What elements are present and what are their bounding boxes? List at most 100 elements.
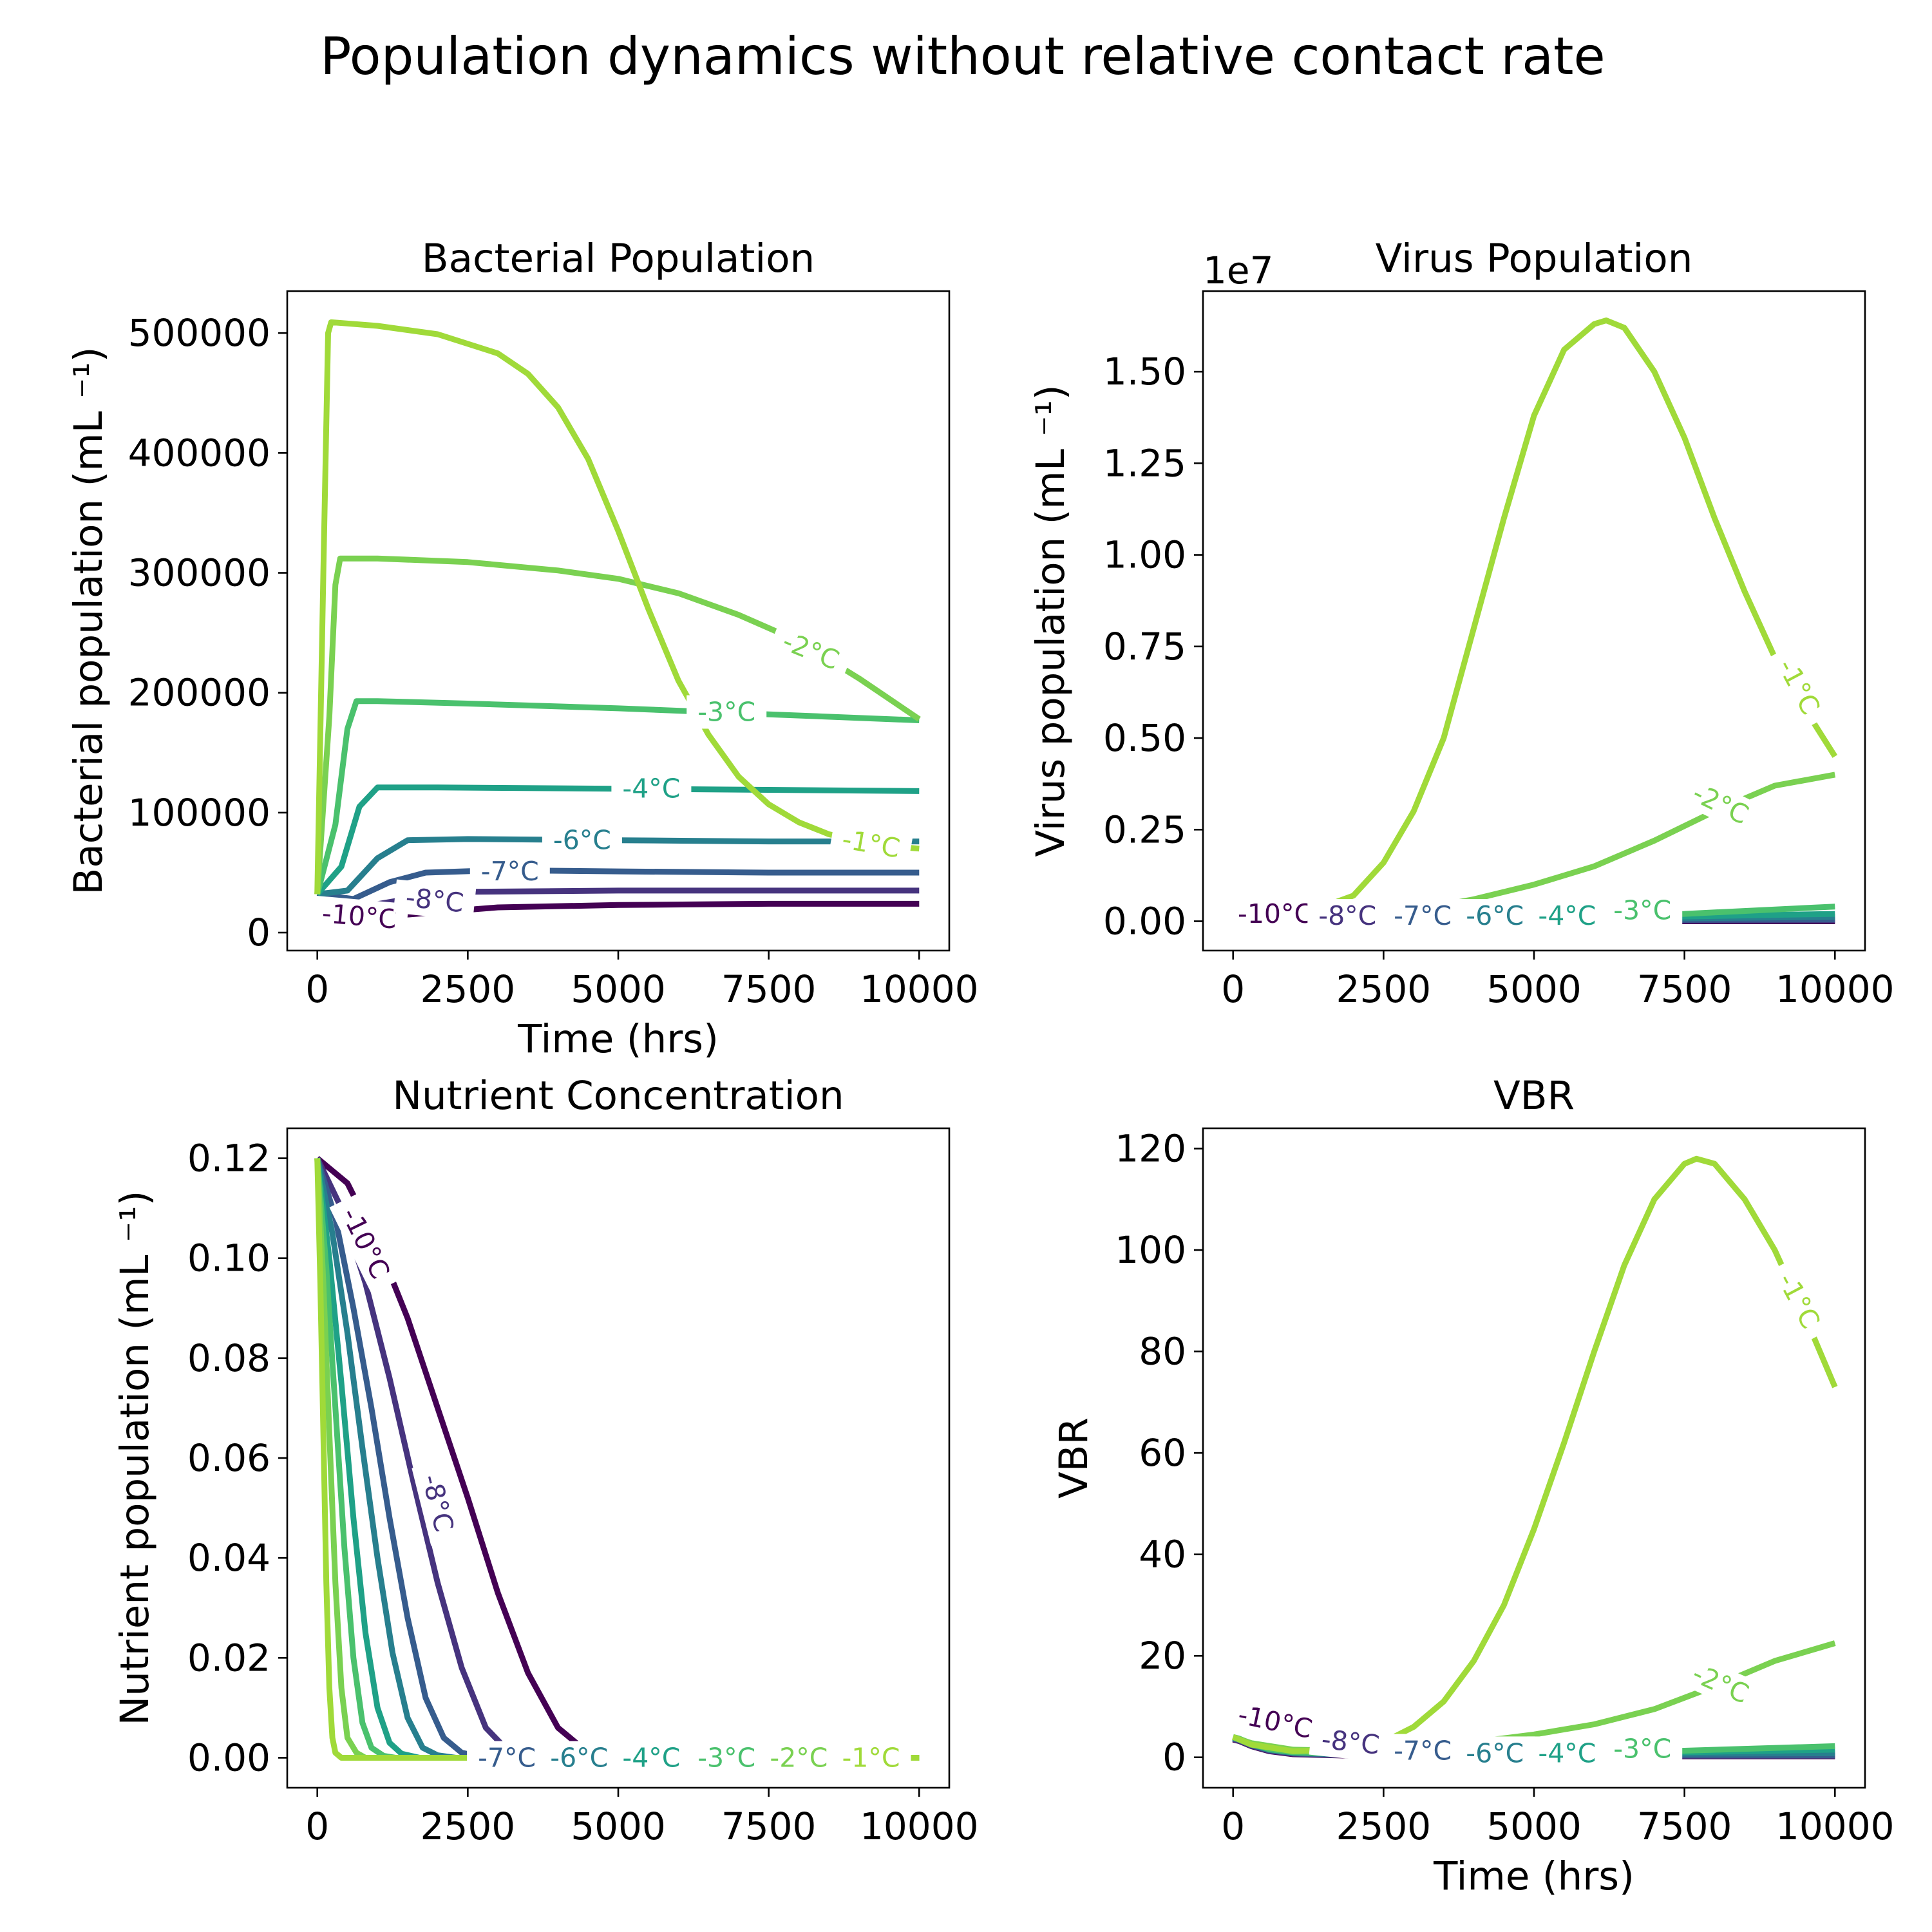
nutrient-ytick-label: 0.02 bbox=[187, 1636, 270, 1680]
bacteria-line--1c bbox=[314, 319, 920, 895]
virus-ytick-label: 0.75 bbox=[1103, 625, 1186, 668]
vbr-ytick-label: 100 bbox=[1115, 1228, 1186, 1272]
bacteria-series-label: -3°C bbox=[687, 695, 767, 729]
virus-series-label-text: -6°C bbox=[1466, 900, 1524, 931]
bacteria-series-label: -6°C bbox=[542, 823, 622, 857]
nutrient-series-label: -6°C bbox=[539, 1741, 620, 1775]
nutrient-ytick-label: 0.06 bbox=[187, 1436, 270, 1480]
nutrient-series-label-text: -7°C bbox=[478, 1743, 536, 1774]
nutrient-series-label-text: -2°C bbox=[770, 1743, 828, 1774]
nutrient-xtick-label: 5000 bbox=[571, 1804, 666, 1848]
vbr-ytick-label: 120 bbox=[1115, 1127, 1186, 1171]
vbr-xtick-label: 7500 bbox=[1637, 1804, 1732, 1848]
vbr-xlabel: Time (hrs) bbox=[1433, 1853, 1634, 1899]
virus-series-label: -3°C bbox=[1602, 893, 1683, 927]
virus-series-label-text: -8°C bbox=[1318, 900, 1376, 931]
bacteria-series-label: -4°C bbox=[611, 772, 692, 806]
virus-xtick-label: 5000 bbox=[1486, 967, 1582, 1011]
bacteria-xtick-label: 7500 bbox=[721, 967, 817, 1011]
vbr-xtick-label: 10000 bbox=[1776, 1804, 1895, 1848]
bacteria-line--4c bbox=[315, 784, 920, 896]
bacteria-title: Bacterial Population bbox=[422, 236, 815, 281]
vbr-ylabel: VBR bbox=[1051, 1417, 1097, 1499]
bacteria-xtick-label: 2500 bbox=[421, 967, 516, 1011]
vbr-ytick-label: 20 bbox=[1139, 1634, 1186, 1678]
vbr-xtick-label: 0 bbox=[1221, 1804, 1245, 1848]
nutrient-series-label: -4°C bbox=[611, 1741, 692, 1775]
vbr-series-label: -4°C bbox=[1527, 1736, 1607, 1770]
nutrient-xtick-label: 7500 bbox=[721, 1804, 817, 1848]
bacteria-xtick-label: 0 bbox=[305, 967, 329, 1011]
virus-ytick-label: 1.00 bbox=[1103, 533, 1186, 577]
virus-ytick-label: 0.00 bbox=[1103, 899, 1186, 943]
nutrient-title: Nutrient Concentration bbox=[392, 1073, 844, 1119]
virus-ytick-label: 1.25 bbox=[1103, 441, 1186, 485]
bacteria-ytick-label: 200000 bbox=[128, 671, 270, 715]
bacteria-series-label: -8°C bbox=[393, 879, 477, 922]
bacteria-xlabel: Time (hrs) bbox=[517, 1016, 719, 1062]
bacteria-series-label: -7°C bbox=[469, 855, 550, 889]
virus-xtick-label: 10000 bbox=[1776, 967, 1895, 1011]
vbr-series-label-text: -7°C bbox=[1394, 1736, 1452, 1766]
vbr-ytick-label: 0 bbox=[1162, 1736, 1186, 1779]
nutrient-xtick-label: 2500 bbox=[421, 1804, 516, 1848]
virus-series-label: -8°C bbox=[1307, 899, 1388, 933]
figure-title: Population dynamics without relative con… bbox=[320, 26, 1605, 86]
nutrient-xtick-label: 0 bbox=[305, 1804, 329, 1848]
subplot-bacteria: -10°C -8°C-7°C-6°C-4°C-3°C-2°C-1°C0 2500 50… bbox=[66, 236, 979, 1062]
nutrient-xtick-label: 10000 bbox=[860, 1804, 979, 1848]
nutrient-line--1c bbox=[314, 1158, 920, 1761]
bacteria-series-label-text: -10°C bbox=[321, 898, 398, 935]
virus-offset-text: 1e7 bbox=[1203, 249, 1274, 292]
virus-series-label: -4°C bbox=[1527, 899, 1607, 933]
virus-xtick-label: 7500 bbox=[1637, 967, 1732, 1011]
virus-xtick-label: 2500 bbox=[1336, 967, 1432, 1011]
vbr-series-label-text: -4°C bbox=[1538, 1738, 1596, 1768]
virus-ylabel: Virus population (mL ⁻¹) bbox=[1028, 384, 1074, 857]
bacteria-series-label: -10°C bbox=[310, 895, 409, 938]
virus-series-label: -10°C bbox=[1227, 897, 1323, 931]
nutrient-ylabel: Nutrient population (mL ⁻¹) bbox=[112, 1191, 158, 1726]
subplots: -10°C -8°C-7°C-6°C-4°C-3°C-2°C-1°C0 2500 50… bbox=[66, 236, 1895, 1899]
bacteria-ytick-label: 300000 bbox=[128, 551, 270, 595]
vbr-series-label: -7°C bbox=[1383, 1734, 1463, 1768]
nutrient-ytick-label: 0.12 bbox=[187, 1137, 270, 1180]
nutrient-series-label: -1°C bbox=[831, 1741, 911, 1775]
bacteria-line--6c bbox=[317, 836, 920, 897]
nutrient-ytick-label: 0.00 bbox=[187, 1736, 270, 1779]
bacteria-xtick-label: 10000 bbox=[860, 967, 979, 1011]
virus-series-label-text: -4°C bbox=[1538, 900, 1596, 931]
nutrient-series-label-text: -6°C bbox=[550, 1743, 608, 1774]
vbr-series-label-text: -8°C bbox=[1320, 1724, 1381, 1761]
vbr-xtick-label: 2500 bbox=[1336, 1804, 1432, 1848]
virus-series-label-text: -3°C bbox=[1613, 895, 1671, 925]
bacteria-series-label-text: -7°C bbox=[481, 856, 539, 887]
vbr-title: VBR bbox=[1493, 1073, 1575, 1119]
nutrient-series-label: -7°C bbox=[467, 1741, 547, 1775]
vbr-series-label: -3°C bbox=[1602, 1732, 1683, 1766]
virus-series-label: -6°C bbox=[1455, 899, 1535, 933]
virus-series-label-text: -10°C bbox=[1238, 898, 1312, 929]
vbr-ytick-label: 80 bbox=[1139, 1330, 1186, 1374]
vbr-series-label-text: -3°C bbox=[1613, 1733, 1671, 1764]
virus-ytick-label: 0.50 bbox=[1103, 716, 1186, 760]
virus-series-label: -7°C bbox=[1383, 899, 1463, 933]
bacteria-series-label-text: -3°C bbox=[697, 697, 755, 728]
virus-ytick-label: 1.50 bbox=[1103, 350, 1186, 393]
nutrient-series-label-text: -3°C bbox=[697, 1743, 755, 1774]
bacteria-ylabel: Bacterial population (mL ⁻¹) bbox=[66, 347, 111, 895]
bacteria-series-label-text: -4°C bbox=[622, 773, 680, 804]
nutrient-series-label-text: -1°C bbox=[842, 1743, 900, 1774]
vbr-series-label-text: -6°C bbox=[1466, 1738, 1524, 1768]
virus-title: Virus Population bbox=[1376, 236, 1693, 281]
vbr-ytick-label: 60 bbox=[1139, 1431, 1186, 1475]
bacteria-xtick-label: 5000 bbox=[571, 967, 666, 1011]
nutrient-ytick-label: 0.10 bbox=[187, 1236, 270, 1280]
nutrient-series-label: -3°C bbox=[687, 1741, 767, 1775]
nutrient-series-label-text: -4°C bbox=[622, 1743, 680, 1774]
bacteria-ytick-label: 500000 bbox=[128, 311, 270, 355]
vbr-series-label: -8°C bbox=[1309, 1721, 1392, 1763]
nutrient-series-label: -2°C bbox=[759, 1741, 839, 1775]
virus-line--1c bbox=[1233, 317, 1838, 924]
